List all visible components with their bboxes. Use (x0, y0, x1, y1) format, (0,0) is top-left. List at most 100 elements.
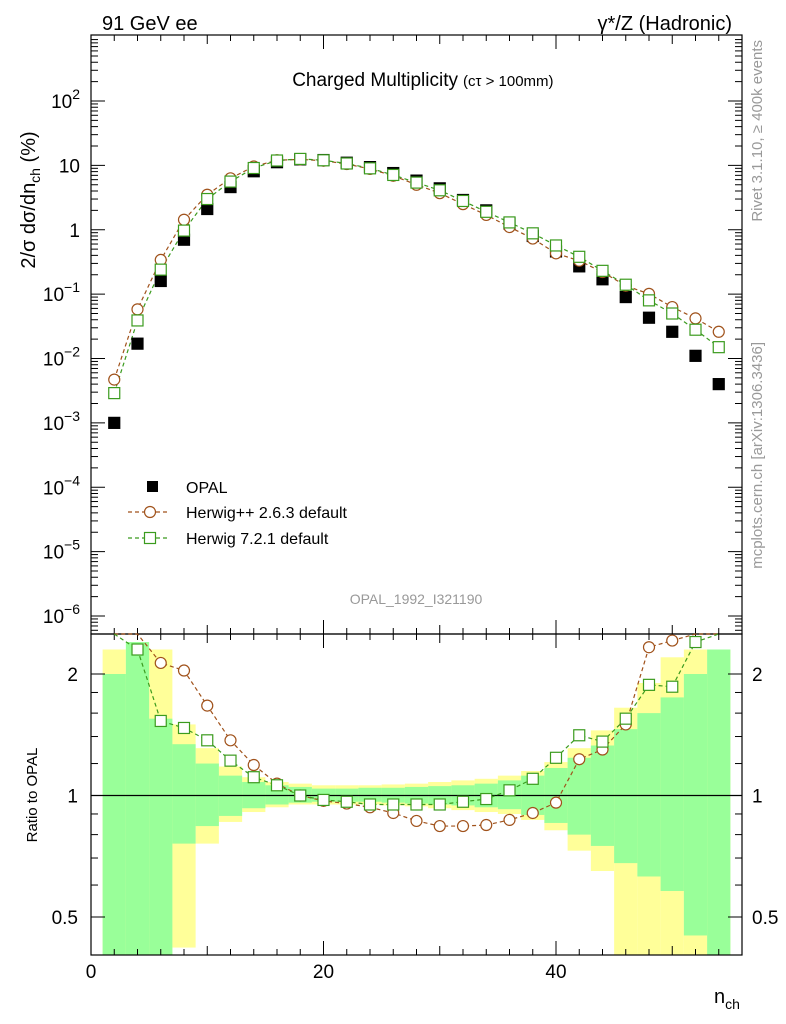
x-tick-label: 40 (545, 962, 566, 983)
y-tick-label-exponent: −3 (64, 408, 80, 424)
y-tick-label: 10−4 (43, 472, 80, 499)
herwig7-ratio-point (619, 712, 632, 725)
herwig7-ratio-point (270, 779, 284, 792)
ratio-y-tick-label-left: 1 (67, 787, 78, 808)
ratio-y-tick-label-right: 2 (752, 665, 763, 686)
opal-point (619, 290, 632, 304)
y-tick-label-base: 10 (43, 414, 64, 435)
opal-point (689, 349, 702, 362)
y-tick-label-exponent: −5 (64, 537, 80, 553)
herwig7-point (294, 152, 307, 166)
y-tick-label-exponent: −4 (64, 472, 80, 488)
herwig7-ratio-point (433, 798, 446, 811)
herwigpp-ratio-point (526, 806, 539, 820)
legend-marker-herwigpp (143, 505, 157, 519)
green-band-bin (149, 718, 173, 955)
y-tick-label: 10 (59, 156, 80, 177)
herwigpp-point (712, 325, 725, 338)
herwig7-ratio-point (363, 798, 377, 811)
herwig7-point (363, 162, 377, 175)
herwig7-point (666, 307, 679, 320)
legend-label-opal: OPAL (186, 480, 228, 497)
y-tick-label-base: 10 (43, 350, 64, 371)
herwig7-ratio-point (317, 793, 330, 807)
herwig7-point (247, 161, 260, 175)
herwig7-point (224, 175, 237, 188)
herwigpp-point (177, 213, 191, 226)
herwigpp-ratio-point (201, 699, 214, 712)
herwig7-ratio-point (573, 729, 586, 742)
y-tick-label-base: 10 (43, 607, 64, 628)
herwig7-line (113, 158, 720, 394)
herwigpp-ratio-point (456, 819, 470, 833)
herwig7-point (410, 176, 423, 189)
legend-marker-herwig7 (143, 531, 157, 545)
green-band-bin (567, 757, 591, 835)
x-axis-label: nch (714, 986, 740, 1012)
herwig7-ratio-point (340, 795, 353, 808)
y-tick-label: 1 (69, 221, 80, 242)
herwigpp-ratio-point (666, 634, 679, 647)
herwig7-ratio-point (666, 680, 679, 693)
green-band-bin (195, 763, 219, 827)
data-points (108, 152, 725, 833)
plot-title: Charged Multiplicity (292, 70, 458, 91)
opal-point (712, 378, 725, 391)
legend-label-herwigpp: Herwig++ 2.6.3 default (186, 505, 348, 522)
herwig7-ratio-point (410, 798, 423, 811)
herwigpp-ratio-line (114, 633, 719, 827)
herwigpp-ratio-point (154, 656, 167, 670)
y-tick-label-exponent: −6 (64, 601, 80, 617)
herwig7-ratio-point (154, 714, 167, 728)
analysis-watermark: OPAL_1992_I321190 (350, 591, 483, 607)
y-tick-label: 10−1 (43, 279, 80, 306)
legend-marker-opal (147, 481, 158, 492)
green-band-bin (172, 744, 196, 844)
opal-point (642, 311, 656, 324)
herwig7-ratio-point (456, 795, 470, 808)
opal-point (108, 416, 121, 429)
herwig7-ratio-point (201, 734, 214, 747)
ratio-y-tick-label-right: 1 (752, 787, 763, 808)
green-band-bin (637, 713, 661, 877)
herwig7-point (108, 387, 121, 400)
ratio-y-tick-label-left: 0.5 (52, 908, 78, 929)
opal-point (666, 325, 679, 338)
header-left-label: 91 GeV ee (102, 13, 198, 35)
green-band-bin (102, 674, 126, 955)
y-tick-label-exponent: 2 (72, 86, 80, 102)
herwig7-point (317, 154, 330, 167)
herwigpp-point (108, 373, 121, 386)
herwigpp-ratio-point (642, 641, 656, 654)
herwig7-ratio-point (294, 789, 307, 802)
ratio-y-axis-label: Ratio to OPAL (24, 748, 41, 843)
herwigpp-ratio-point (549, 796, 563, 809)
herwigpp-ratio-point (480, 818, 493, 832)
y-tick-label-base: 10 (43, 285, 64, 306)
x-tick-label: 20 (313, 962, 334, 983)
y-tick-label-base: 10 (59, 156, 80, 177)
green-band-bin (707, 649, 731, 955)
legend: OPAL Herwig++ 2.6.3 default Herwig 7.2.1… (128, 480, 348, 548)
herwig7-point (201, 192, 214, 206)
y-tick-label: 10−2 (43, 344, 80, 371)
herwig7-point (433, 184, 446, 197)
y-tick-label-exponent: −1 (64, 279, 80, 295)
herwigpp-point (689, 312, 702, 325)
herwigpp-ratio-point (503, 813, 516, 827)
herwig7-ratio-point (526, 772, 539, 785)
herwig7-point (270, 154, 284, 167)
plot-subtitle: (cτ > 100mm) (463, 73, 554, 90)
herwig7-point (596, 264, 609, 277)
y-tick-label-base: 1 (69, 221, 80, 242)
opal-point (131, 337, 144, 350)
header-right-label: γ*/Z (Hadronic) (598, 13, 732, 35)
y-tick-label: 10−6 (43, 601, 80, 628)
herwig7-point (619, 278, 632, 291)
herwig7-point (526, 227, 539, 240)
herwig7-ratio-point (387, 798, 400, 811)
y-tick-label: 10−3 (43, 408, 80, 435)
herwig7-point (642, 294, 656, 307)
y-tick-label: 10−5 (43, 537, 80, 564)
